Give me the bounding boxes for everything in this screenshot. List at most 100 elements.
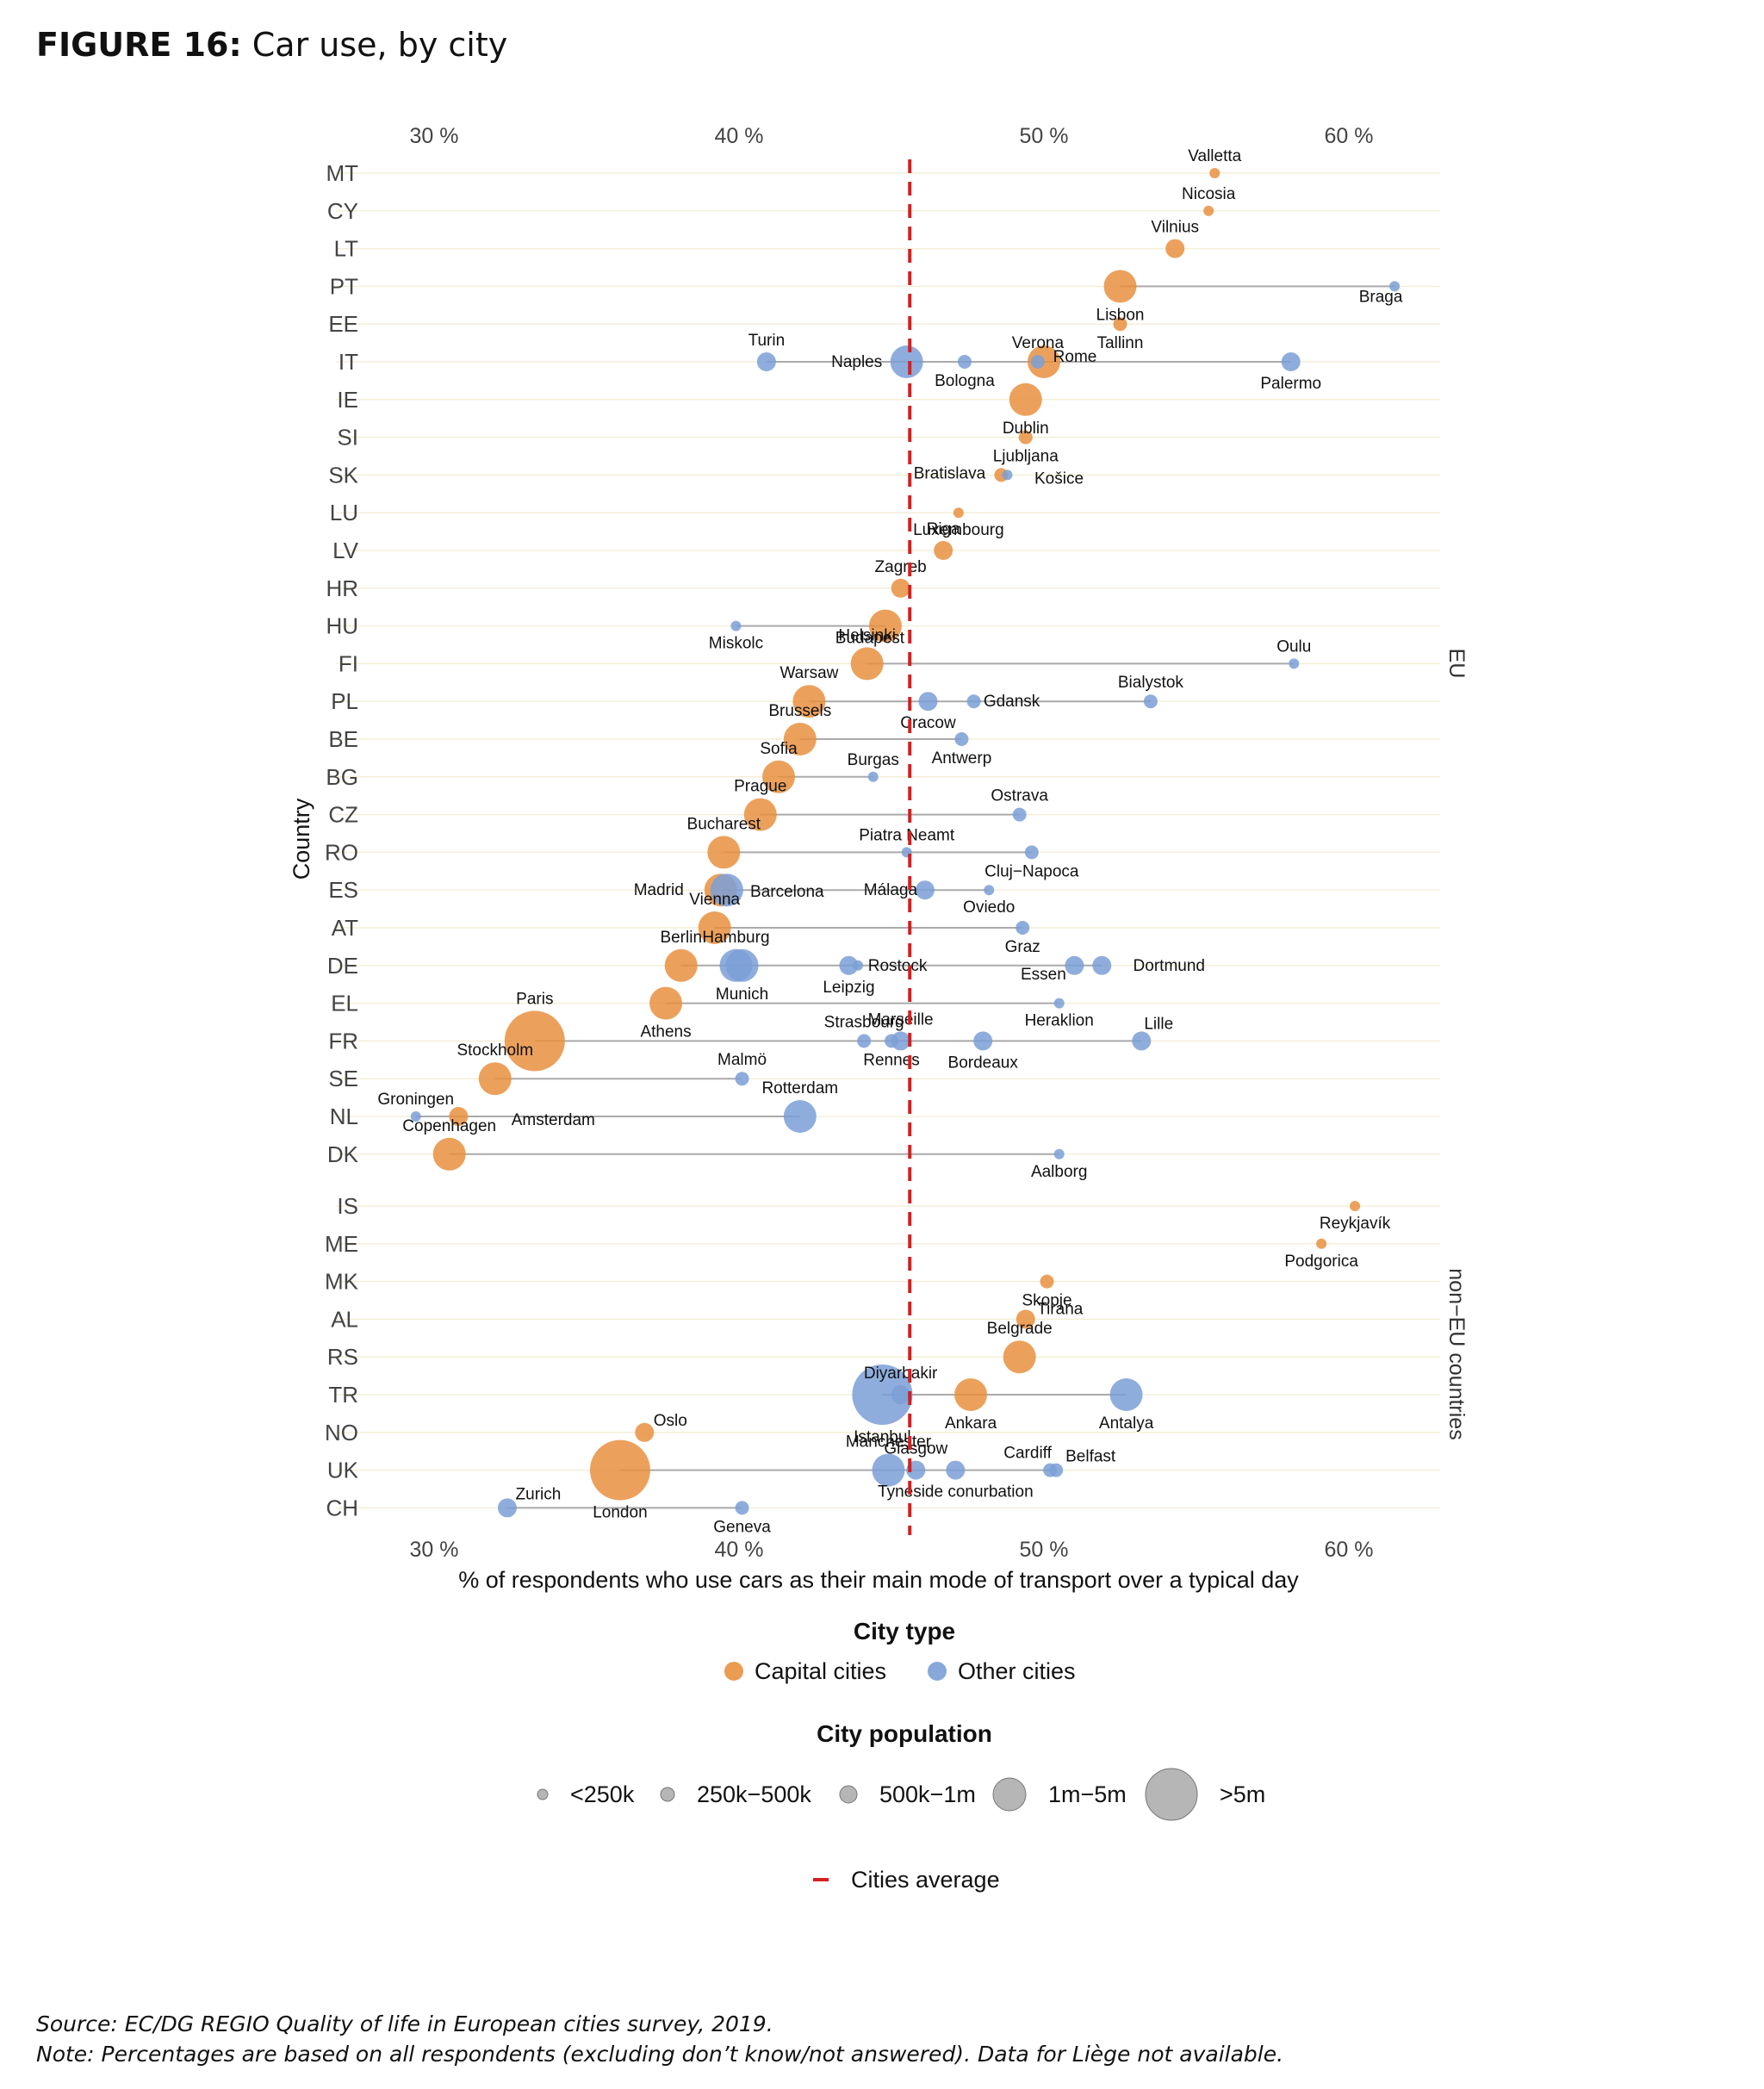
- point-groningen: [410, 1111, 421, 1122]
- legend-size-label-4: 1m−5m: [1048, 1781, 1127, 1807]
- country-label-hr: HR: [326, 575, 358, 601]
- city-label-geneva: Geneva: [713, 1518, 771, 1536]
- city-label-belfast: Belfast: [1065, 1448, 1116, 1466]
- city-label-reykjavik: Reykjavík: [1320, 1215, 1391, 1233]
- point-munich: [725, 948, 759, 982]
- city-label-cluj-napoca: Cluj−Napoca: [984, 862, 1079, 880]
- figure-title: FIGURE 16: Car use, by city: [36, 26, 507, 64]
- city-label-hamburg: Hamburg: [702, 929, 769, 947]
- point-belfast: [1049, 1463, 1064, 1477]
- city-label-cardiff: Cardiff: [1003, 1445, 1052, 1463]
- point-dublin: [1009, 382, 1042, 416]
- city-label-zagreb: Zagreb: [875, 558, 927, 576]
- country-label-at: AT: [332, 915, 358, 941]
- source-note: Source: EC/DG REGIO Quality of life in E…: [36, 2011, 773, 2036]
- city-label-strasbourg: Strasbourg: [824, 1013, 904, 1031]
- legend-size-label-2: 250k−500k: [697, 1781, 811, 1807]
- city-label-dortmund: Dortmund: [1134, 957, 1205, 975]
- point-barcelona: [710, 874, 743, 907]
- city-label-naples: Naples: [831, 353, 882, 371]
- city-label-prague: Prague: [734, 778, 786, 796]
- country-label-ch: CH: [326, 1495, 358, 1520]
- city-label-rennes: Rennes: [863, 1051, 920, 1069]
- city-label-verona: Verona: [1012, 334, 1065, 352]
- country-label-me: ME: [325, 1231, 358, 1257]
- x-tick-top-30: 30 %: [410, 124, 459, 148]
- city-label-bucharest: Bucharest: [687, 815, 761, 833]
- country-label-fr: FR: [328, 1028, 358, 1054]
- point-malaga: [915, 880, 935, 900]
- legend-size-label-5: >5m: [1220, 1781, 1265, 1807]
- point-budapest: [868, 609, 902, 643]
- city-label-zurich: Zurich: [516, 1485, 562, 1503]
- city-label-piatra-neamt: Piatra Neamt: [859, 826, 955, 844]
- country-label-es: ES: [328, 877, 358, 903]
- point-vilnius: [1165, 239, 1185, 258]
- city-label-braga: Braga: [1359, 288, 1403, 306]
- city-label-luxembourg: Luxembourg: [913, 521, 1004, 539]
- city-label-oulu: Oulu: [1276, 637, 1311, 656]
- city-label-bordeaux: Bordeaux: [948, 1054, 1019, 1072]
- point-valletta: [1209, 168, 1221, 178]
- city-label-amsterdam: Amsterdam: [512, 1111, 595, 1129]
- country-label-dk: DK: [327, 1141, 359, 1167]
- city-label-barcelona: Barcelona: [750, 883, 824, 901]
- legend-size-swatch-3: [839, 1785, 858, 1804]
- city-label-essen: Essen: [1021, 966, 1066, 984]
- city-label-bratislava: Bratislava: [914, 464, 986, 482]
- point-graz: [1016, 921, 1030, 935]
- point-dortmund: [1092, 955, 1112, 975]
- city-label-nicosia: Nicosia: [1182, 185, 1236, 203]
- point-brussels: [783, 723, 817, 755]
- city-label-madrid: Madrid: [634, 881, 684, 899]
- point-ljubljana: [1018, 430, 1033, 445]
- country-label-cz: CZ: [328, 802, 358, 828]
- city-label-malmo: Malmö: [717, 1051, 767, 1069]
- city-label-turin: Turin: [748, 332, 786, 350]
- city-label-london: London: [593, 1504, 647, 1522]
- legend-average-label: Cities average: [851, 1867, 1000, 1893]
- city-label-budapest: Budapest: [835, 630, 905, 648]
- city-label-leipzig: Leipzig: [823, 979, 874, 997]
- x-axis-title: % of respondents who use cars as their m…: [458, 1567, 1299, 1593]
- city-label-vienna: Vienna: [689, 891, 740, 909]
- point-miskolc: [730, 620, 742, 631]
- figure-title-text: Car use, by city: [252, 26, 508, 64]
- point-nicosia: [1203, 205, 1214, 216]
- point-rotterdam: [783, 1100, 817, 1133]
- country-label-no: NO: [325, 1420, 358, 1446]
- city-label-heraklion: Heraklion: [1025, 1012, 1094, 1030]
- point-athens: [649, 986, 683, 1020]
- country-label-lu: LU: [330, 500, 358, 525]
- city-label-rotterdam: Rotterdam: [761, 1079, 838, 1097]
- city-label-bologna: Bologna: [935, 372, 995, 390]
- point-palermo: [1281, 352, 1301, 371]
- country-label-ee: EE: [328, 311, 358, 337]
- point-berlin: [664, 948, 698, 982]
- country-label-be: BE: [328, 726, 358, 752]
- point-gdansk: [966, 694, 981, 709]
- city-label-malaga: Málaga: [864, 881, 918, 899]
- city-label-helsinki: Helsinki: [838, 626, 896, 644]
- group-label-eu: EU: [1444, 649, 1469, 679]
- point-ankara: [954, 1378, 988, 1411]
- point-braga: [1389, 281, 1401, 292]
- point-kosice: [1002, 469, 1013, 481]
- x-tick-bottom-30: 30 %: [410, 1538, 459, 1562]
- point-tyneside-conurbation: [946, 1460, 966, 1480]
- city-label-burgas: Burgas: [848, 751, 899, 769]
- country-label-mk: MK: [325, 1269, 359, 1295]
- point-oulu: [1289, 658, 1300, 669]
- point-strasbourg: [857, 1034, 872, 1048]
- point-burgas: [867, 771, 879, 782]
- city-label-riga: Riga: [927, 520, 961, 538]
- city-label-tyneside-conurbation: Tyneside conurbation: [878, 1483, 1034, 1501]
- city-label-rostock: Rostock: [868, 957, 928, 975]
- city-label-miskolc: Miskolc: [709, 635, 763, 653]
- point-bologna: [957, 355, 972, 369]
- country-label-hu: HU: [326, 613, 358, 639]
- city-label-warsaw: Warsaw: [780, 664, 838, 682]
- city-label-brussels: Brussels: [768, 702, 831, 720]
- point-bialystok: [1143, 694, 1158, 709]
- legend-type-swatch-capital: [724, 1662, 743, 1681]
